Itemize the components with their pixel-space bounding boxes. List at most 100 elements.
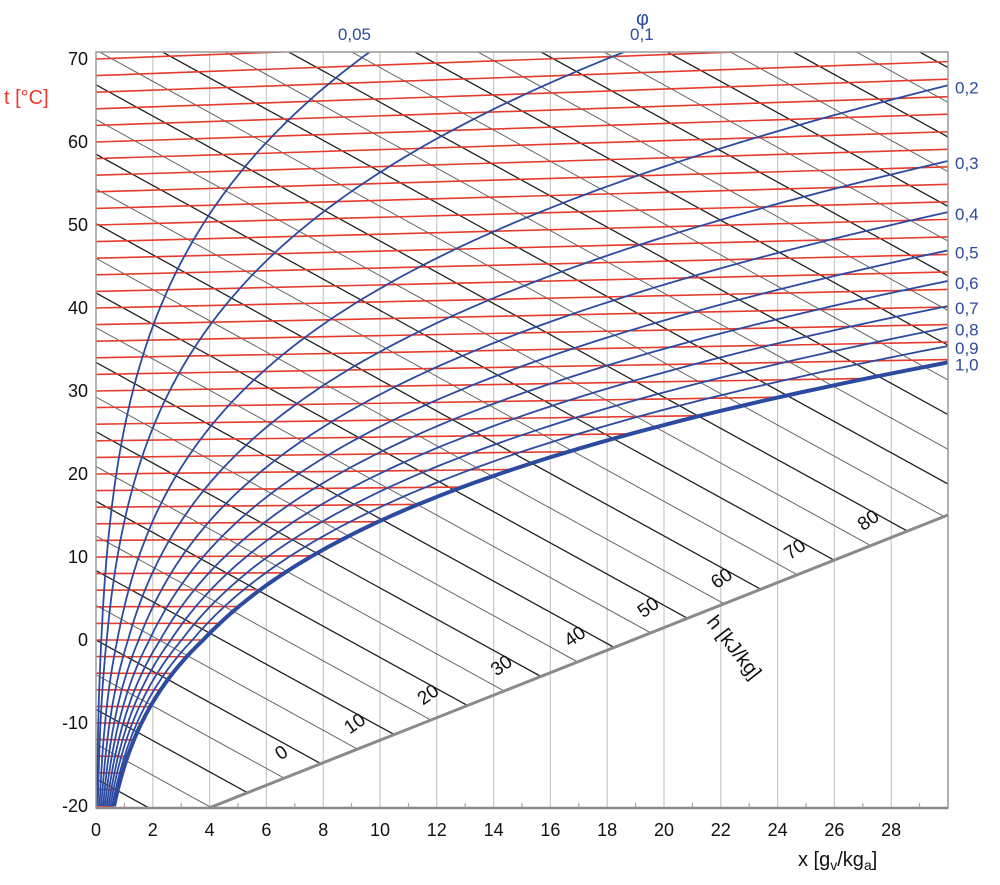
humidity-curve-0,8 [109, 326, 948, 807]
enthalpy-line [96, 223, 762, 590]
enthalpy-tick-label: 30 [487, 651, 516, 680]
x-tick-label: 18 [597, 820, 617, 840]
x-tick-label: 0 [91, 820, 101, 840]
humidity-curve-1,0 [112, 360, 948, 807]
enthalpy-tick-label: 40 [561, 622, 590, 651]
enthalpy-line [96, 119, 872, 547]
humidity-curve-0,05 [96, 52, 372, 806]
x-tick-label: 16 [540, 820, 560, 840]
phi-symbol: φ [636, 8, 649, 30]
enthalpy-line [351, 52, 948, 381]
isotherm-line [96, 148, 948, 176]
isotherm-line [96, 236, 948, 259]
isotherm-line [96, 165, 948, 193]
humidity-curve-0,3 [100, 160, 948, 807]
enthalpy-line [96, 84, 909, 532]
isotherm-line [96, 78, 948, 110]
enthalpy-line [99, 52, 945, 518]
plot-frame [95, 51, 949, 809]
humidity-label: 0,05 [338, 25, 371, 44]
enthalpy-line [96, 570, 395, 736]
y-tick-label: 0 [78, 630, 88, 650]
isotherm-line [96, 52, 757, 77]
enthalpy-line [288, 52, 948, 416]
x-tick-label: 12 [427, 820, 447, 840]
humidity-curve-0,9 [111, 345, 948, 807]
y-tick-label: 70 [68, 49, 88, 69]
vertical-gridlines [123, 52, 921, 808]
humidity-label: 1,0 [955, 355, 979, 374]
isotherm-line [96, 130, 948, 160]
enthalpy-line [603, 52, 948, 242]
x-tick-label: 4 [205, 820, 215, 840]
isotherm-line [96, 341, 948, 359]
enthalpy-line [919, 52, 948, 69]
humidity-curve-0,4 [102, 211, 948, 807]
isotherm-line [96, 52, 302, 60]
isotherm-line [96, 95, 948, 127]
y-tick-label: 50 [68, 215, 88, 235]
isotherm-line [96, 288, 948, 309]
x-tick-label: 28 [881, 820, 901, 840]
enthalpy-line [477, 52, 948, 311]
enthalpy-tick-label: 0 [271, 742, 292, 765]
y-axis-label: t [°C] [4, 87, 49, 109]
enthalpy-line [414, 52, 948, 346]
enthalpy-tick-label: 20 [414, 680, 443, 709]
humidity-label: 0,4 [955, 205, 979, 224]
x-tick-label: 2 [148, 820, 158, 840]
enthalpy-line [96, 500, 468, 707]
isotherm-line [96, 396, 780, 409]
isotherm-line [96, 60, 948, 93]
x-tick-label: 8 [318, 820, 328, 840]
isotherm-line [96, 377, 867, 392]
enthalpy-line [96, 604, 358, 750]
enthalpy-line [96, 535, 432, 721]
enthalpy-line [96, 188, 798, 576]
isotherm-line [96, 468, 513, 475]
y-tick-label: -10 [62, 713, 88, 733]
enthalpy-line [666, 52, 948, 207]
isotherm-line [96, 503, 419, 508]
humidity-label: 0,9 [955, 339, 979, 358]
enthalpy-line [162, 52, 948, 485]
enthalpy-axis-label: h [kJ/kg] [702, 612, 765, 684]
x-tick-label: 14 [484, 820, 504, 840]
enthalpy-tick-label: 50 [634, 593, 663, 622]
enthalpy-tick-label: 70 [781, 535, 810, 564]
humidity-curve-0,1 [96, 52, 627, 807]
y-tick-label: -20 [62, 796, 88, 816]
isotherm-line [96, 450, 569, 459]
enthalpy-line [96, 466, 505, 692]
isotherm-line [96, 113, 948, 143]
y-tick-label: 30 [68, 381, 88, 401]
isotherm-line [96, 414, 701, 425]
humidity-label: 0,6 [955, 274, 979, 293]
x-tick-label: 20 [654, 820, 674, 840]
isotherm-line [96, 201, 948, 226]
humidity-label: 0,5 [955, 243, 979, 262]
enthalpy-line [856, 52, 948, 103]
enthalpy-line [225, 52, 948, 450]
humidity-label: 0,1 [630, 25, 654, 44]
isotherm-line [96, 183, 948, 210]
isotherm-line [96, 486, 463, 492]
enthalpy-tick-label: 60 [707, 564, 736, 593]
enthalpy-line [730, 52, 948, 173]
isotherm-line [96, 253, 948, 276]
humidity-curve-0,7 [107, 305, 948, 807]
humidity-label: 0,7 [955, 299, 979, 318]
y-tick-label: 40 [68, 298, 88, 318]
enthalpy-tick-label: 10 [340, 709, 369, 738]
enthalpy-line [96, 257, 725, 605]
humidity-label: 0,8 [955, 320, 979, 339]
x-tick-label: 10 [370, 820, 390, 840]
y-tick-label: 20 [68, 464, 88, 484]
y-tick-label: 60 [68, 132, 88, 152]
x-axis-label: x [gv/kga] [798, 849, 877, 873]
enthalpy-line [96, 327, 652, 634]
enthalpy-line [96, 639, 322, 765]
humidity-curve-0,6 [105, 280, 948, 807]
humidity-label: 0,2 [955, 78, 979, 97]
